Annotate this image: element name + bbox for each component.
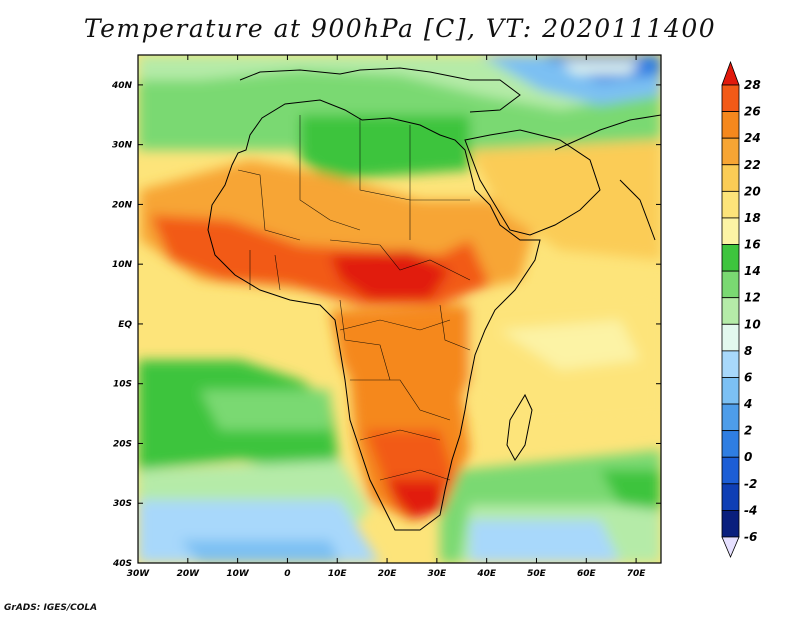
lon-label: 20E xyxy=(378,569,398,579)
colorbar-label: 18 xyxy=(744,211,761,225)
lat-label: 40S xyxy=(112,559,132,569)
country-borders xyxy=(237,115,471,481)
lon-label: 30W xyxy=(127,569,151,579)
lon-label: 0 xyxy=(284,569,290,579)
map-frame xyxy=(137,54,662,564)
colorbar-label: 20 xyxy=(744,184,761,198)
lat-label: 40N xyxy=(111,81,133,91)
colorbar-label: -2 xyxy=(744,477,757,491)
colorbar-label: 22 xyxy=(744,158,761,172)
lon-label: 10E xyxy=(328,569,348,579)
colorbar-segment xyxy=(721,456,740,485)
colorbar-label: 26 xyxy=(744,105,761,119)
lat-label: 10N xyxy=(112,260,133,270)
colorbar-segment xyxy=(721,510,740,538)
colorbar-label: 8 xyxy=(744,344,752,358)
colorbar-segment xyxy=(721,111,740,139)
colorbar-segment xyxy=(721,60,740,86)
map-title: Temperature at 900hPa [C], VT: 202011140… xyxy=(83,14,717,43)
colorbar-segment xyxy=(721,84,740,112)
colorbar-segment xyxy=(721,164,740,192)
colorbar-label: 2 xyxy=(744,424,752,438)
lon-label: 60E xyxy=(577,569,597,579)
colorbar-segment xyxy=(721,377,740,405)
lon-label: 10W xyxy=(226,569,250,579)
lat-label: 20S xyxy=(113,439,132,449)
colorbar-segment xyxy=(721,403,740,432)
temperature-field xyxy=(138,55,661,563)
colorbar-segment xyxy=(721,270,740,299)
colorbar-label: 16 xyxy=(744,238,761,252)
lat-label: 20N xyxy=(112,200,133,210)
lon-label: 40E xyxy=(476,569,497,579)
lon-label: 30E xyxy=(428,569,448,579)
colorbar-segment xyxy=(721,190,740,219)
colorbar-segment xyxy=(721,297,740,325)
colorbar-segment xyxy=(721,137,740,166)
colorbar-segment xyxy=(721,323,740,352)
lon-label: 70E xyxy=(627,569,647,579)
colorbar-segment xyxy=(721,350,740,378)
colorbar-segment xyxy=(721,483,740,511)
lat-label: 10S xyxy=(113,380,132,390)
colorbar-label: 24 xyxy=(744,131,761,145)
credit-text: GrADS: IGES/COLA xyxy=(4,603,98,613)
colorbar-label: 0 xyxy=(744,450,752,464)
lat-label: 30S xyxy=(113,499,132,509)
coastlines xyxy=(207,67,661,531)
colorbar-label: 10 xyxy=(744,317,761,331)
lon-label: 50E xyxy=(527,569,547,579)
colorbar-label: 28 xyxy=(744,78,761,92)
colorbar-label: 4 xyxy=(743,397,752,411)
colorbar-label: 14 xyxy=(744,264,761,278)
lat-label: EQ xyxy=(118,320,132,330)
lon-label: 20W xyxy=(177,569,201,579)
colorbar-segment xyxy=(721,430,740,458)
colorbar-segment xyxy=(721,244,740,272)
colorbar-segment xyxy=(721,536,740,559)
colorbar-label: 6 xyxy=(744,370,752,384)
lat-label: 30N xyxy=(112,141,133,151)
colorbar-label: -6 xyxy=(744,530,757,544)
colorbar-label: 12 xyxy=(744,291,761,305)
colorbar-segment xyxy=(721,217,740,245)
colorbar-label: -4 xyxy=(744,503,757,517)
